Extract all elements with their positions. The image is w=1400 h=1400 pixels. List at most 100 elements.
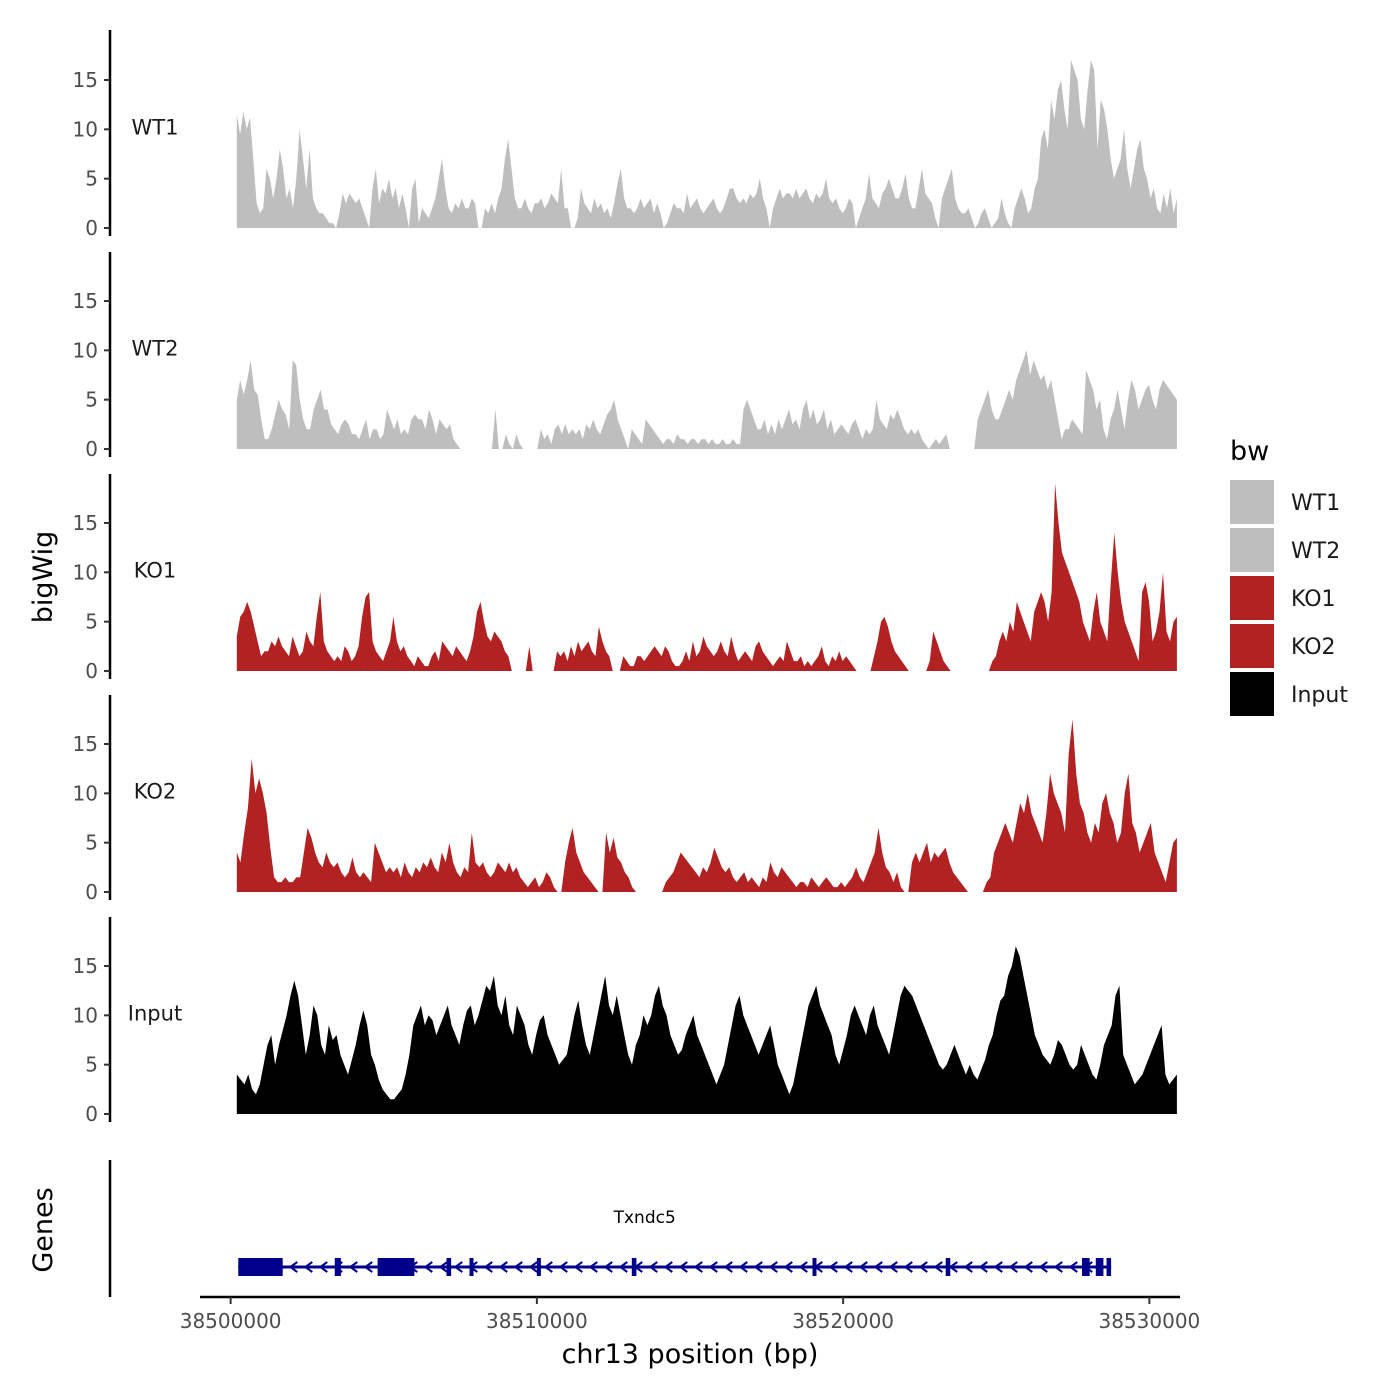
legend-title: bw	[1230, 436, 1269, 467]
track-ko1: 0 5 10 15 KO1	[73, 474, 1177, 683]
strand-arrow	[798, 1261, 808, 1273]
exon	[334, 1258, 341, 1276]
y-tick-label: 15	[73, 68, 98, 92]
x-axis: 38500000 38510000 38520000 38530000	[180, 1295, 1200, 1333]
strand-arrow	[903, 1261, 913, 1273]
strand-arrow	[1008, 1261, 1018, 1273]
strand-arrow	[663, 1261, 673, 1273]
strand-arrow	[348, 1261, 358, 1273]
y-tick-label: 5	[85, 1053, 98, 1077]
x-tick-label: 38530000	[1098, 1309, 1200, 1333]
track-label: KO1	[134, 558, 177, 582]
strand-arrow	[288, 1261, 298, 1273]
exon	[631, 1258, 637, 1276]
exon	[536, 1258, 541, 1276]
strand-arrow	[438, 1261, 448, 1273]
y-tick-label: 5	[85, 610, 98, 634]
y-tick-label: 0	[85, 1102, 98, 1126]
legend-swatch-wt1	[1230, 480, 1274, 524]
strand-arrow	[483, 1261, 493, 1273]
legend-swatch-input	[1230, 672, 1274, 716]
legend-swatch-ko1	[1230, 576, 1274, 620]
exon	[446, 1258, 452, 1276]
strand-arrow	[858, 1261, 868, 1273]
x-tick-label: 38520000	[792, 1309, 894, 1333]
exon	[238, 1258, 283, 1276]
strand-arrow	[618, 1261, 628, 1273]
x-axis-title: chr13 position (bp)	[562, 1339, 819, 1370]
strand-arrow	[828, 1261, 838, 1273]
y-tick-label: 15	[73, 511, 98, 535]
strand-arrow	[588, 1261, 598, 1273]
strand-arrow	[573, 1261, 583, 1273]
strand-arrow	[363, 1261, 373, 1273]
strand-arrow	[843, 1261, 853, 1273]
coverage-area-wt1	[236, 60, 1177, 228]
strand-arrow	[558, 1261, 568, 1273]
coverage-area-input	[236, 946, 1177, 1114]
strand-arrow	[603, 1261, 613, 1273]
y-tick-label: 10	[73, 338, 98, 362]
y-tick-label: 0	[85, 880, 98, 904]
legend: bw WT1 WT2 KO1 KO2 Input	[1230, 436, 1348, 716]
strand-arrow	[303, 1261, 313, 1273]
strand-arrow	[783, 1261, 793, 1273]
y-tick-label: 10	[73, 117, 98, 141]
strand-arrow	[528, 1261, 538, 1273]
exon	[812, 1258, 817, 1276]
tracks-group: 0 5 10 15 WT1 0 5 10 15 WT2 0 5 10 15 KO1 0 5 10 15 KO2 0 5 10…	[73, 30, 1177, 1126]
track-label: Input	[128, 1001, 182, 1025]
track-wt1: 0 5 10 15 WT1	[73, 30, 1177, 240]
strand-arrow	[648, 1261, 658, 1273]
strand-arrow	[918, 1261, 928, 1273]
strand-arrow	[963, 1261, 973, 1273]
strand-arrow	[1023, 1261, 1033, 1273]
y-tick-label: 15	[73, 732, 98, 756]
strand-arrow	[1068, 1261, 1078, 1273]
strand-arrow	[498, 1261, 508, 1273]
x-tick-label: 38500000	[180, 1309, 282, 1333]
genes-axis-title: Genes	[28, 1187, 59, 1272]
strand-arrow	[543, 1261, 553, 1273]
exon	[1095, 1258, 1104, 1276]
coverage-area-wt2	[236, 350, 1177, 449]
coverage-area-ko1	[236, 483, 1177, 671]
legend-swatch-ko2	[1230, 624, 1274, 668]
strand-arrow	[978, 1261, 988, 1273]
x-tick-label: 38510000	[486, 1309, 588, 1333]
y-tick-label: 10	[73, 560, 98, 584]
strand-arrow	[318, 1261, 328, 1273]
legend-label-input: Input	[1291, 683, 1348, 708]
strand-arrow	[888, 1261, 898, 1273]
coverage-area-ko2	[236, 719, 1177, 892]
y-tick-label: 5	[85, 831, 98, 855]
genes-panel: Txndc5	[108, 1160, 1112, 1297]
y-tick-label: 5	[85, 388, 98, 412]
y-tick-label: 10	[73, 781, 98, 805]
strand-arrow	[723, 1261, 733, 1273]
y-tick-label: 10	[73, 1003, 98, 1027]
strand-arrow	[1053, 1261, 1063, 1273]
strand-arrow	[738, 1261, 748, 1273]
y-tick-label: 0	[85, 437, 98, 461]
track-label: WT1	[132, 115, 179, 139]
strand-arrow	[753, 1261, 763, 1273]
exon	[1106, 1258, 1112, 1276]
track-wt2: 0 5 10 15 WT2	[73, 252, 1177, 461]
legend-label-ko2: KO2	[1291, 635, 1336, 660]
track-input: 0 5 10 15 Input	[73, 917, 1177, 1126]
exon	[1082, 1258, 1090, 1276]
legend-swatch-wt2	[1230, 528, 1274, 572]
y-tick-label: 15	[73, 954, 98, 978]
strand-arrow	[678, 1261, 688, 1273]
strand-arrow	[768, 1261, 778, 1273]
y-tick-label: 5	[85, 167, 98, 191]
y-tick-label: 0	[85, 216, 98, 240]
y-axis-title: bigWig	[28, 531, 59, 624]
strand-arrow	[708, 1261, 718, 1273]
strand-arrow	[933, 1261, 943, 1273]
legend-label-wt1: WT1	[1291, 491, 1340, 516]
track-label: KO2	[134, 779, 177, 803]
track-ko2: 0 5 10 15 KO2	[73, 695, 1177, 904]
